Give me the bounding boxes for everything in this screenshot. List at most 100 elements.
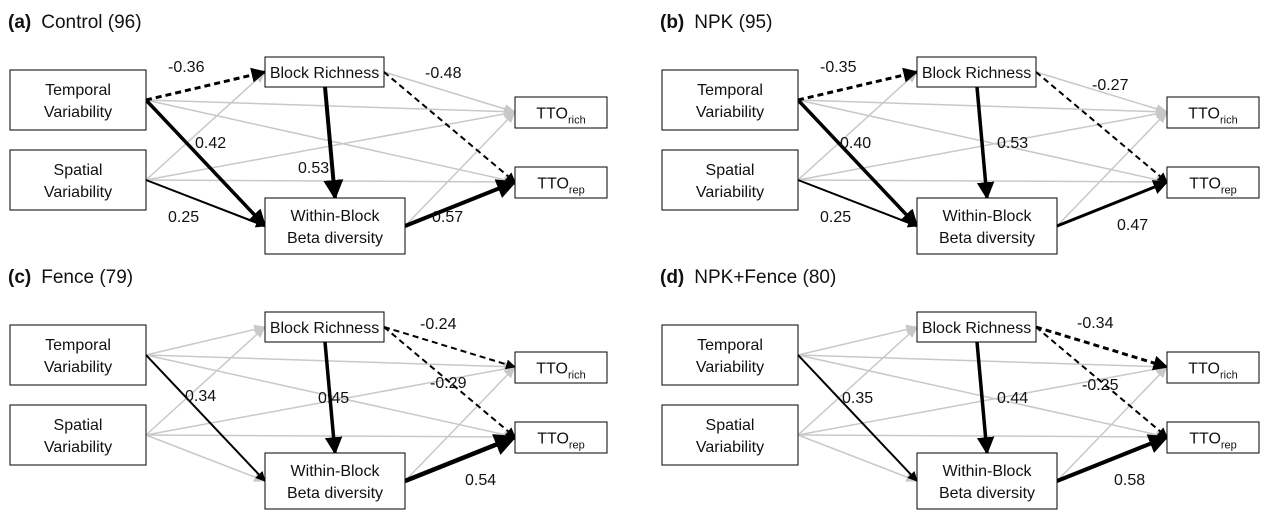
significant-path: [797, 179, 918, 228]
node-label: Within-Block: [291, 463, 381, 480]
node-label: Spatial: [54, 162, 103, 179]
node-label-main: TTO: [1188, 106, 1220, 123]
node-label-main: TTO: [1189, 176, 1221, 193]
nonsignificant-path: [145, 354, 517, 372]
node-box: [264, 56, 385, 88]
node-box: [661, 69, 799, 131]
significant-path: [323, 86, 344, 200]
node-label-main: TTO: [1189, 431, 1221, 448]
node-label: Variability: [696, 184, 764, 201]
panel-title: (c) Fence (79): [8, 267, 133, 288]
node-label-main: TTO: [536, 361, 568, 378]
node-box: [264, 311, 385, 343]
path-coefficient: 0.53: [997, 135, 1028, 152]
node-label-subscript: rich: [1220, 115, 1238, 127]
node-label: Beta diversity: [287, 485, 383, 502]
node-label-main: TTO: [536, 106, 568, 123]
significant-path: [383, 326, 516, 438]
panel-title: (b) NPK (95): [660, 12, 772, 33]
significant-path: [383, 326, 516, 370]
nonsignificant-path: [797, 71, 918, 181]
node-label: Variability: [44, 359, 112, 376]
nonsignificant-path: [797, 432, 1169, 442]
node-box: [9, 404, 147, 466]
node-box: [916, 311, 1037, 343]
path-coefficient: 0.57: [432, 209, 463, 226]
significant-path: [797, 354, 918, 482]
significant-path: [383, 71, 516, 183]
node-label: Temporal: [45, 82, 111, 99]
node-box: [264, 452, 406, 510]
panel: (a) Control (96) -0.36 0.42 0.53 0.25 -0.48 0.5…: [8, 12, 608, 255]
node-box: [9, 69, 147, 131]
panel: (d) NPK+Fence (80) 0.35 0.44 -0.34 -0.25 0.58 T…: [660, 267, 1260, 510]
path-coefficient: 0.47: [1117, 217, 1148, 234]
nonsignificant-path: [797, 326, 918, 436]
path-coefficient: -0.34: [1077, 315, 1114, 332]
node-label: TTOrep: [1189, 176, 1237, 197]
panel-name: NPK+Fence (80): [694, 267, 836, 288]
node-label: Temporal: [697, 337, 763, 354]
node-label: Variability: [44, 439, 112, 456]
nonsignificant-path: [1056, 366, 1168, 482]
node-label-subscript: rep: [1221, 185, 1237, 197]
nonsignificant-path: [145, 71, 266, 181]
node-box: [514, 166, 608, 199]
nonsignificant-path: [404, 366, 516, 482]
node-box: [1166, 166, 1260, 199]
node-label: Spatial: [706, 162, 755, 179]
significant-path: [797, 67, 919, 102]
node-label-subscript: rep: [569, 440, 585, 452]
nonsignificant-path: [1035, 71, 1169, 114]
node-box: [661, 404, 799, 466]
node-box: [514, 96, 608, 129]
significant-path: [1035, 326, 1168, 438]
path-coefficient: -0.27: [1092, 77, 1129, 94]
node-label-subscript: rich: [568, 115, 586, 127]
nonsignificant-path: [797, 324, 919, 356]
node-label: Block Richness: [922, 65, 1031, 82]
panel-label: (c): [8, 267, 31, 288]
node-label: Block Richness: [922, 320, 1031, 337]
significant-path: [323, 341, 343, 455]
panel: (b) NPK (95) -0.35 0.40 0.53 0.25 -0.27 0.47 Tem…: [660, 12, 1260, 255]
significant-path: [404, 434, 518, 484]
node-label: TTOrich: [536, 106, 585, 127]
node-box: [916, 452, 1058, 510]
node-label: Variability: [44, 184, 112, 201]
path-coefficient: 0.25: [168, 209, 199, 226]
nonsignificant-path: [797, 354, 1169, 372]
node-label: Temporal: [697, 82, 763, 99]
node-label: Block Richness: [270, 65, 379, 82]
node-label: Beta diversity: [939, 230, 1035, 247]
path-coefficient: -0.35: [820, 59, 857, 76]
panel-name: NPK (95): [694, 12, 772, 33]
path-coefficient: 0.34: [185, 388, 216, 405]
path-coefficient: 0.25: [820, 209, 851, 226]
node-box: [916, 56, 1037, 88]
significant-path: [1056, 434, 1169, 483]
significant-path: [796, 98, 919, 228]
node-box: [1166, 96, 1260, 129]
node-label: Spatial: [706, 417, 755, 434]
node-label-main: TTO: [537, 176, 569, 193]
node-box: [264, 197, 406, 255]
significant-path: [404, 179, 517, 228]
node-box: [661, 324, 799, 386]
node-box: [9, 149, 147, 211]
path-coefficient: 0.58: [1114, 472, 1145, 489]
path-coefficient: 0.40: [840, 135, 871, 152]
significant-path: [145, 354, 266, 482]
path-coefficient: -0.25: [1082, 377, 1119, 394]
node-box: [1166, 421, 1260, 454]
path-coefficient: -0.36: [168, 59, 205, 76]
node-label-subscript: rich: [568, 370, 586, 382]
path-coefficient: 0.53: [298, 160, 329, 177]
panel-label: (b): [660, 12, 684, 33]
node-box: [916, 197, 1058, 255]
node-label: TTOrep: [537, 176, 585, 197]
node-box: [661, 149, 799, 211]
node-label: TTOrep: [537, 431, 585, 452]
node-label: Variability: [696, 104, 764, 121]
